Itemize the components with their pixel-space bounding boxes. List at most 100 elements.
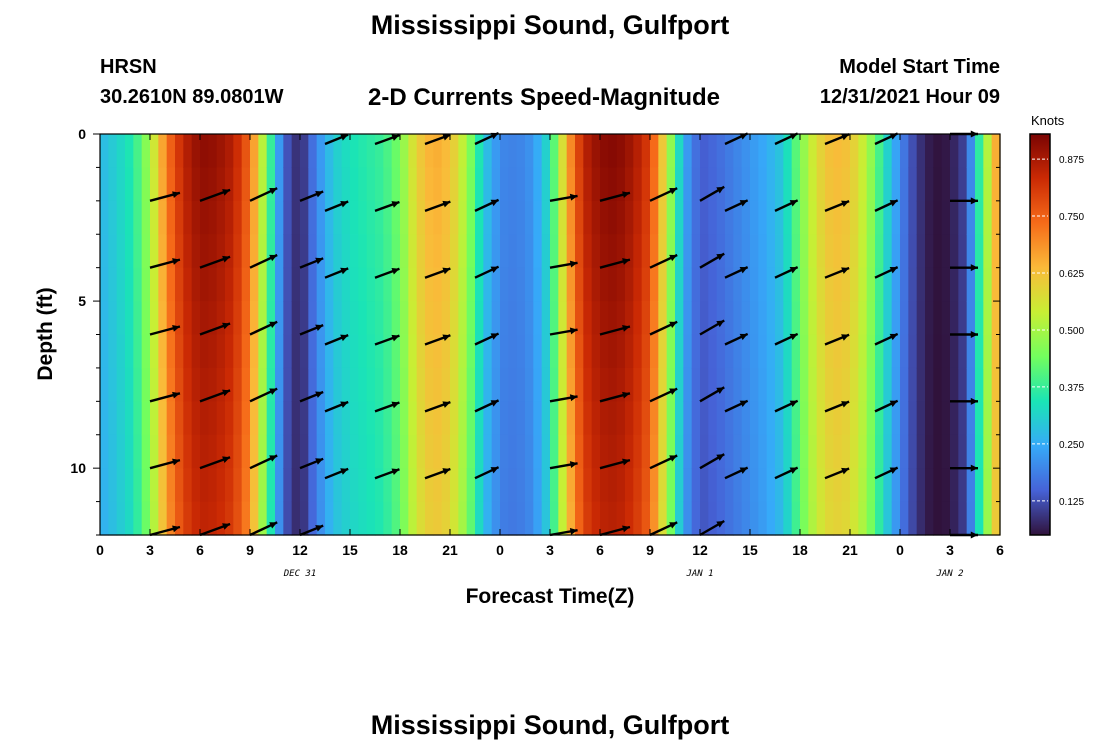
- heatmap-cell: [916, 301, 926, 336]
- heatmap-cell: [383, 468, 393, 503]
- heatmap-cell: [933, 468, 943, 503]
- heatmap-cell: [475, 434, 484, 469]
- heatmap-cell: [308, 367, 318, 402]
- heatmap-cell: [883, 134, 893, 169]
- heatmap-cell: [466, 501, 476, 536]
- heatmap-cell: [441, 134, 451, 169]
- heatmap-cell: [633, 134, 643, 169]
- current-arrow: [874, 132, 899, 146]
- heatmap-cell: [658, 334, 668, 369]
- heatmap-cell: [858, 501, 868, 536]
- heatmap-cell: [966, 234, 976, 269]
- heatmap-cell: [783, 167, 793, 202]
- heatmap-cell: [916, 401, 926, 436]
- arrow-head: [789, 200, 798, 207]
- heatmap-cell: [733, 501, 743, 536]
- arrow-head: [172, 525, 180, 533]
- current-arrow: [549, 394, 578, 403]
- heatmap-cell: [358, 468, 368, 503]
- heatmap-cell: [741, 401, 751, 436]
- heatmap-cell: [450, 334, 459, 369]
- heatmap-cell: [433, 434, 443, 469]
- heatmap-cell: [958, 134, 968, 169]
- heatmap-cell: [375, 301, 384, 336]
- heatmap-cell: [666, 334, 676, 369]
- heatmap-cell: [400, 301, 409, 336]
- heatmap-cell: [633, 334, 643, 369]
- heatmap-cell: [158, 401, 168, 436]
- arrow-head: [739, 400, 748, 407]
- heatmap-cell: [100, 434, 109, 469]
- heatmap-cell: [258, 234, 268, 269]
- heatmap-cell: [158, 501, 168, 536]
- heatmap-cell: [241, 200, 251, 235]
- heatmap-cell: [333, 234, 343, 269]
- heatmap-cell: [358, 301, 368, 336]
- heatmap-cell: [733, 167, 743, 202]
- heatmap-cell: [125, 267, 134, 302]
- heatmap-cell: [391, 401, 401, 436]
- heatmap-cell: [100, 401, 109, 436]
- current-arrow: [774, 332, 799, 346]
- current-arrow: [649, 521, 678, 537]
- heatmap-cell: [933, 434, 943, 469]
- heatmap-cell: [341, 134, 351, 169]
- arrow-head: [669, 455, 678, 462]
- heatmap-cell: [441, 200, 451, 235]
- heatmap-cell: [225, 434, 234, 469]
- heatmap-cell: [791, 301, 801, 336]
- heatmap-cell: [308, 200, 318, 235]
- heatmap-cell: [466, 134, 476, 169]
- heatmap-cell: [708, 334, 718, 369]
- heatmap-cell: [325, 200, 334, 235]
- arrow-head: [315, 324, 324, 332]
- heatmap-cell: [325, 334, 334, 369]
- date-label: JAN 1: [685, 569, 713, 579]
- current-arrow: [599, 324, 631, 336]
- heatmap-cell: [600, 167, 609, 202]
- heatmap-cell: [783, 234, 793, 269]
- heatmap-cell: [625, 267, 634, 302]
- heatmap-cell: [791, 334, 801, 369]
- heatmap-cell: [966, 200, 976, 235]
- heatmap-cell: [683, 401, 693, 436]
- heatmap-cell: [483, 468, 493, 503]
- heatmap-cell: [933, 167, 943, 202]
- heatmap-cell: [441, 401, 451, 436]
- current-arrow: [474, 332, 500, 346]
- heatmap-cell: [325, 401, 334, 436]
- arrow-head: [622, 258, 630, 265]
- heatmap-cell: [841, 234, 851, 269]
- heatmap-cell: [558, 501, 568, 536]
- heatmap-cell: [208, 167, 218, 202]
- heatmap-cell: [366, 301, 376, 336]
- heatmap-cell: [400, 434, 409, 469]
- heatmap-cell: [383, 434, 393, 469]
- heatmap-cell: [158, 134, 168, 169]
- heatmap-cell: [958, 434, 968, 469]
- x-tick-label: 6: [596, 542, 604, 558]
- heatmap-cell: [616, 434, 626, 469]
- heatmap-cell: [933, 334, 943, 369]
- heatmap-cell: [908, 501, 918, 536]
- date-label: JAN 2: [935, 569, 963, 579]
- arrow-head: [442, 267, 451, 275]
- heatmap-cell: [108, 334, 118, 369]
- heatmap-cell: [700, 501, 709, 536]
- heatmap-cell: [866, 200, 876, 235]
- heatmap-cell: [275, 134, 284, 169]
- heatmap-cell: [233, 234, 243, 269]
- heatmap-cell: [291, 234, 301, 269]
- heatmap-cell: [433, 334, 443, 369]
- heatmap-cell: [175, 501, 184, 536]
- heatmap-cell: [658, 200, 668, 235]
- heatmap-cell: [941, 200, 951, 235]
- heatmap-cell: [333, 434, 343, 469]
- heatmap-cell: [333, 468, 343, 503]
- arrow-head: [172, 458, 180, 466]
- heatmap-cell: [200, 167, 209, 202]
- heatmap-cell: [191, 434, 201, 469]
- heatmap-cell: [925, 267, 934, 302]
